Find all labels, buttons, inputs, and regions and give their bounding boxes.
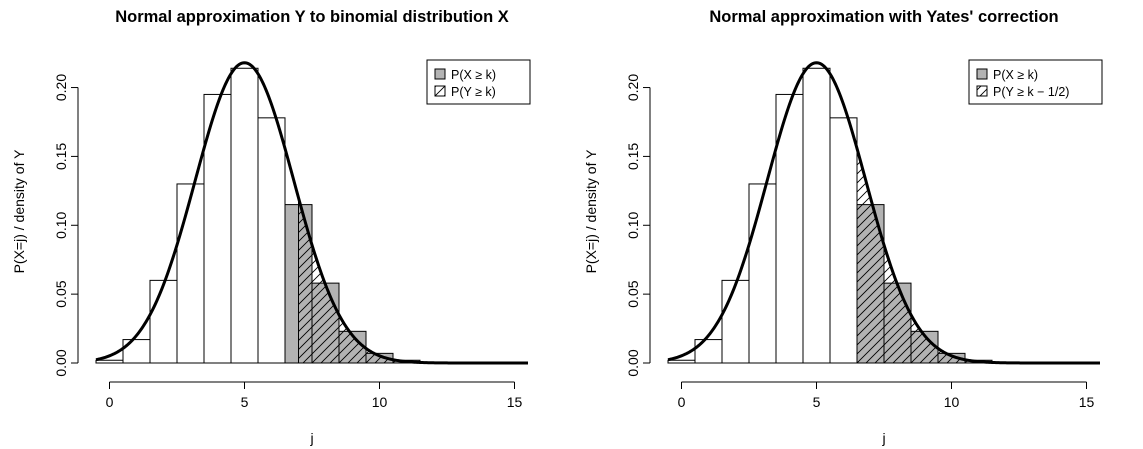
y-tick-label-1: 0.05: [625, 280, 641, 307]
bar-2: [149, 279, 178, 364]
chart-title: Normal approximation with Yates' correct…: [709, 8, 1058, 26]
legend: P(X ≥ k) P(Y ≥ k − 1/2): [968, 59, 1103, 105]
legend: P(X ≥ k) P(Y ≥ k): [426, 59, 531, 105]
y-axis-label: P(X=j) / density of Y: [583, 149, 599, 274]
y-tick-label-1: 0.05: [53, 280, 69, 307]
bar-5: [802, 67, 831, 364]
bar-3: [748, 183, 777, 364]
legend-label-pmf: P(X ≥ k): [451, 68, 496, 82]
x-axis-label: j: [881, 430, 885, 446]
legend-swatch-hatched: [434, 85, 446, 97]
y-axis-label: P(X=j) / density of Y: [11, 149, 27, 274]
bar-6: [829, 117, 858, 364]
x-tick-label-10: 10: [944, 394, 960, 410]
y-tick-label-2: 0.10: [625, 211, 641, 238]
legend-label-pmf: P(X ≥ k): [993, 68, 1038, 82]
y-tick-label-2: 0.10: [53, 211, 69, 238]
legend-swatch-solid: [976, 68, 988, 80]
bar-4: [203, 93, 232, 364]
y-tick-label-4: 0.20: [625, 74, 641, 101]
bar-1: [694, 339, 723, 364]
x-tick-label-10: 10: [372, 394, 388, 410]
legend-label-density: P(Y ≥ k): [451, 85, 496, 99]
x-tick-label-15: 15: [507, 394, 523, 410]
x-tick-label-15: 15: [1079, 394, 1095, 410]
density-tail-area: [856, 148, 1100, 364]
x-tick-label-0: 0: [678, 394, 686, 410]
bar-2: [721, 279, 750, 364]
chart-normal-approximation: Normal approximation Y to binomial distr…: [11, 8, 531, 446]
x-axis-label: j: [309, 430, 313, 446]
density-curve: [667, 61, 1100, 365]
legend-swatch-solid: [434, 68, 446, 80]
bar-1: [122, 339, 151, 364]
x-tick-label-5: 5: [813, 394, 821, 410]
bar-3: [176, 183, 205, 364]
bar-6: [257, 117, 286, 364]
chart-yates-correction: Normal approximation with Yates' correct…: [583, 8, 1103, 446]
y-tick-label-0: 0.00: [53, 349, 69, 376]
y-tick-label-3: 0.15: [625, 143, 641, 170]
legend-box: [968, 59, 1103, 105]
y-tick-label-3: 0.15: [53, 143, 69, 170]
density-curve: [95, 61, 528, 365]
chart-panel-yates-correction: Normal approximation with Yates' correct…: [572, 0, 1143, 449]
chart-panel-normal-approximation: Normal approximation Y to binomial distr…: [11, 8, 531, 446]
y-tick-label-0: 0.00: [625, 349, 641, 376]
legend-swatch-hatched: [976, 85, 988, 97]
chart-title: Normal approximation Y to binomial distr…: [115, 8, 509, 26]
x-tick-label-5: 5: [241, 394, 249, 410]
bar-0: [95, 359, 124, 364]
bar-5: [230, 67, 259, 364]
legend-label-density: P(Y ≥ k − 1/2): [993, 85, 1069, 99]
bar-0: [667, 359, 696, 364]
bar-4: [775, 93, 804, 364]
x-tick-label-0: 0: [106, 394, 114, 410]
density-tail-area: [298, 197, 528, 364]
legend-box: [426, 59, 531, 105]
y-tick-label-4: 0.20: [53, 74, 69, 101]
